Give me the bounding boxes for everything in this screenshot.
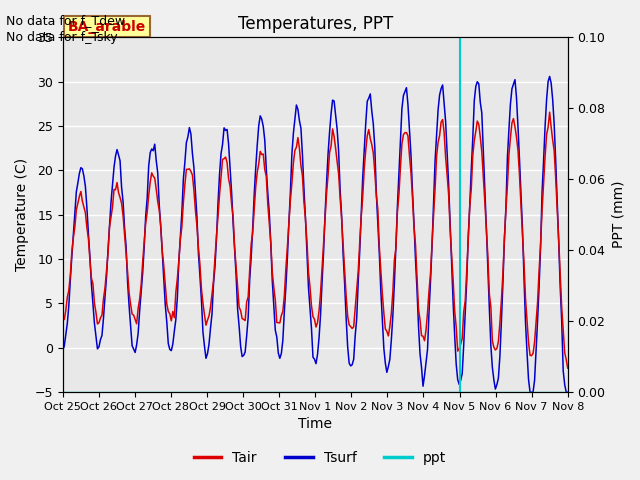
Legend: Tair, Tsurf, ppt: Tair, Tsurf, ppt — [188, 445, 452, 471]
Text: No data for f_Tdew: No data for f_Tdew — [6, 14, 125, 27]
Y-axis label: Temperature (C): Temperature (C) — [15, 158, 29, 271]
X-axis label: Time: Time — [298, 418, 332, 432]
Y-axis label: PPT (mm): PPT (mm) — [611, 181, 625, 249]
Text: BA_arable: BA_arable — [68, 20, 146, 34]
Text: No data for f_Tsky: No data for f_Tsky — [6, 31, 118, 44]
Title: Temperatures, PPT: Temperatures, PPT — [237, 15, 393, 33]
